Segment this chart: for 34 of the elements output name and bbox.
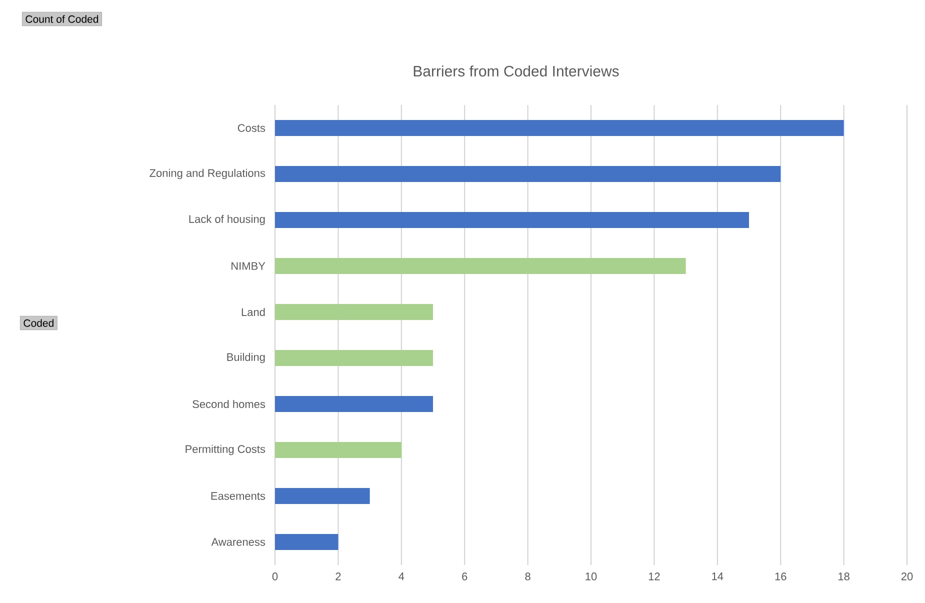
x-tick-label: 2 bbox=[336, 572, 341, 580]
y-tick-label: Zoning and Regulations bbox=[150, 168, 266, 180]
bar bbox=[275, 396, 434, 412]
bar bbox=[275, 442, 402, 458]
y-tick-label: Second homes bbox=[192, 400, 266, 408]
chart-title: Barriers from Coded Interviews bbox=[414, 65, 619, 76]
bar bbox=[275, 304, 434, 320]
x-tick-label: 20 bbox=[901, 572, 913, 580]
x-tick-label: 14 bbox=[712, 572, 724, 580]
bar bbox=[275, 488, 370, 504]
y-tick-label: Lack of housing bbox=[189, 214, 265, 226]
y-tick-label: Costs bbox=[238, 124, 266, 132]
y-tick-label: Awareness bbox=[211, 538, 266, 546]
x-tick-label: 18 bbox=[838, 572, 850, 580]
x-tick-label: 6 bbox=[462, 572, 468, 580]
y-tick-label: Building bbox=[227, 352, 265, 364]
bar bbox=[275, 120, 844, 136]
x-tick-label: 0 bbox=[272, 572, 278, 580]
bar bbox=[275, 350, 434, 366]
bar bbox=[275, 258, 686, 274]
x-tick-label: 4 bbox=[398, 572, 404, 580]
y-tick-label: Easements bbox=[211, 492, 266, 500]
x-tick-label: 16 bbox=[775, 572, 786, 580]
y-tick-label: NIMBY bbox=[232, 262, 266, 270]
y-tick-label: Land bbox=[242, 308, 265, 316]
x-tick-label: 12 bbox=[648, 572, 660, 580]
text: Count of Coded bbox=[26, 15, 98, 23]
bar bbox=[275, 534, 338, 550]
bar bbox=[275, 166, 781, 182]
text: Coded bbox=[24, 319, 54, 327]
y-tick-label: Permitting Costs bbox=[186, 444, 266, 456]
x-tick-label: 8 bbox=[525, 572, 530, 580]
bar bbox=[275, 212, 750, 228]
x-tick-label: 10 bbox=[586, 572, 597, 580]
